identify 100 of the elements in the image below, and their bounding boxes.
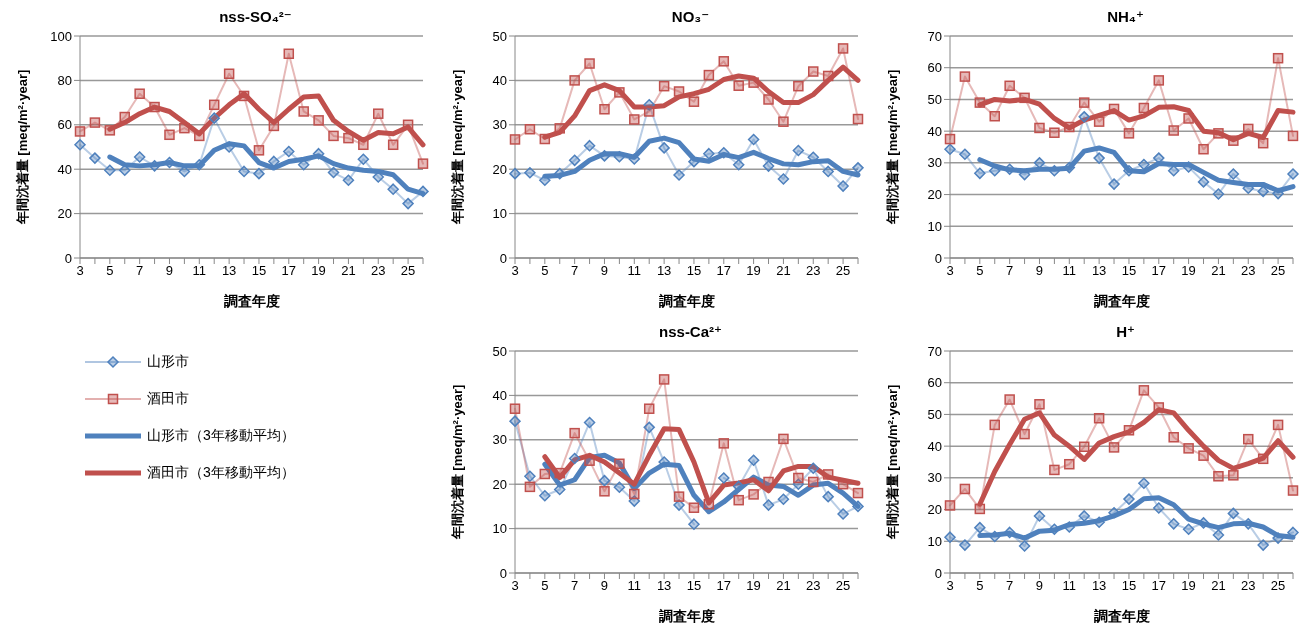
y-tick-label: 60	[927, 60, 942, 76]
x-tick-label: 21	[776, 263, 791, 279]
y-tick-label: 100	[50, 28, 72, 44]
y-tick-label: 10	[492, 521, 507, 537]
y-tick-label: 30	[927, 470, 942, 486]
x-tick-label: 17	[281, 263, 297, 279]
x-tick-label: 9	[600, 263, 609, 279]
y-tick-label: 10	[927, 218, 942, 234]
x-tick-label: 3	[946, 578, 954, 594]
x-tick-label: 3	[76, 263, 84, 279]
y-tick-label: 0	[499, 250, 507, 266]
x-tick-label: 19	[746, 578, 761, 594]
y-tick-label: 40	[492, 388, 507, 404]
x-tick-label: 3	[511, 263, 519, 279]
y-axis-title: 年間沈着量 [meq/m²·year]	[884, 69, 900, 226]
x-tick-label: 19	[311, 263, 326, 279]
x-tick-label: 5	[541, 263, 549, 279]
y-tick-label: 50	[492, 343, 507, 359]
x-tick-label: 23	[806, 263, 821, 279]
y-axis-title: 年間沈着量 [meq/m²·year]	[449, 69, 465, 226]
y-axis-title: 年間沈着量 [meq/m²·year]	[884, 384, 900, 541]
y-tick-label: 50	[927, 92, 942, 108]
x-tick-label: 11	[1062, 578, 1077, 594]
legend-label: 酒田市（3年移動平均）	[147, 463, 295, 482]
y-axis-title: 年間沈着量 [meq/m²·year]	[14, 69, 30, 226]
y-tick-label: 0	[934, 565, 942, 581]
x-axis-title: 調査年度	[658, 608, 715, 624]
y-tick-label: 10	[927, 533, 942, 549]
chart-title: nss-Ca²⁺	[658, 323, 723, 342]
x-tick-label: 13	[1091, 578, 1107, 594]
x-tick-label: 17	[1151, 578, 1167, 594]
chart-title: H⁺	[1115, 323, 1136, 342]
x-tick-label: 9	[165, 263, 174, 279]
x-axis-title: 調査年度	[1093, 293, 1150, 309]
x-tick-label: 7	[571, 578, 579, 594]
y-tick-label: 30	[492, 432, 507, 448]
y-tick-label: 50	[492, 28, 507, 44]
x-tick-label: 11	[627, 578, 642, 594]
x-tick-label: 5	[106, 263, 114, 279]
x-tick-label: 23	[1241, 263, 1256, 279]
legend-label: 山形市	[147, 352, 189, 371]
x-tick-label: 21	[776, 578, 791, 594]
x-tick-label: 25	[1270, 578, 1286, 594]
x-tick-label: 13	[1091, 263, 1107, 279]
x-tick-label: 5	[541, 578, 549, 594]
x-tick-label: 15	[251, 263, 267, 279]
y-tick-label: 40	[927, 123, 942, 139]
x-axis-title: 調査年度	[658, 293, 715, 309]
y-tick-label: 40	[57, 161, 72, 177]
x-tick-label: 17	[1151, 263, 1167, 279]
x-tick-label: 25	[400, 263, 416, 279]
y-tick-label: 20	[492, 476, 507, 492]
x-tick-label: 25	[1270, 263, 1286, 279]
y-tick-label: 0	[64, 250, 72, 266]
x-tick-label: 23	[806, 578, 821, 594]
y-tick-label: 80	[57, 73, 72, 89]
x-tick-label: 5	[976, 578, 984, 594]
chart-title: NH₄⁺	[1106, 8, 1145, 27]
x-tick-label: 7	[136, 263, 144, 279]
x-tick-label: 7	[1006, 578, 1014, 594]
y-tick-label: 0	[934, 250, 942, 266]
x-axis-title: 調査年度	[223, 293, 280, 309]
x-tick-label: 3	[946, 263, 954, 279]
y-tick-label: 20	[927, 187, 942, 203]
x-tick-label: 13	[656, 578, 672, 594]
chart-title: nss-SO₄²⁻	[218, 8, 293, 27]
x-tick-label: 9	[1035, 578, 1044, 594]
x-tick-label: 13	[656, 263, 672, 279]
x-tick-label: 9	[1035, 263, 1044, 279]
x-tick-label: 15	[1121, 578, 1137, 594]
legend-label: 山形市（3年移動平均）	[147, 426, 295, 445]
x-tick-label: 9	[600, 578, 609, 594]
y-tick-label: 60	[57, 117, 72, 133]
x-tick-label: 5	[976, 263, 984, 279]
x-tick-label: 11	[1062, 263, 1077, 279]
x-tick-label: 7	[1006, 263, 1014, 279]
y-tick-label: 70	[927, 343, 942, 359]
x-tick-label: 3	[511, 578, 519, 594]
y-tick-label: 30	[492, 117, 507, 133]
x-tick-label: 21	[341, 263, 356, 279]
x-tick-label: 13	[221, 263, 237, 279]
y-tick-label: 40	[492, 73, 507, 89]
x-tick-label: 11	[627, 263, 642, 279]
y-tick-label: 50	[927, 407, 942, 423]
y-tick-label: 20	[492, 161, 507, 177]
y-axis-title: 年間沈着量 [meq/m²·year]	[449, 384, 465, 541]
x-tick-label: 25	[835, 263, 851, 279]
y-tick-label: 0	[499, 565, 507, 581]
chart-title: NO₃⁻	[670, 8, 711, 27]
y-tick-label: 20	[927, 502, 942, 518]
x-tick-label: 23	[1241, 578, 1256, 594]
x-tick-label: 15	[686, 263, 702, 279]
legend-label: 酒田市	[147, 389, 189, 408]
x-tick-label: 15	[686, 578, 702, 594]
x-tick-label: 21	[1211, 263, 1226, 279]
x-tick-label: 19	[746, 263, 761, 279]
y-tick-label: 60	[927, 375, 942, 391]
x-tick-label: 23	[371, 263, 386, 279]
x-tick-label: 17	[716, 578, 732, 594]
y-tick-label: 10	[492, 206, 507, 222]
